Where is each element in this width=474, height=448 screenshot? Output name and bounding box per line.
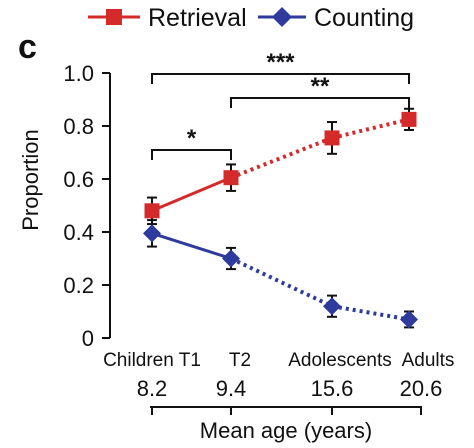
y-tick-label: 1.0 [63, 61, 94, 86]
data-point-counting [222, 249, 240, 268]
group-label-adults: Adults [402, 350, 455, 371]
legend-label-counting: Counting [314, 4, 414, 32]
legend-marker-retrieval [106, 9, 122, 25]
plot-area: ****** [143, 49, 418, 329]
y-tick-label: 0.4 [63, 220, 94, 245]
group-label-adolescents: Adolescents [288, 350, 392, 371]
series-counting [143, 219, 418, 329]
group-label-t2: T2 [229, 350, 251, 371]
significance-label: * [187, 125, 197, 152]
legend-marker-counting [272, 7, 292, 27]
data-point-retrieval [223, 170, 239, 186]
series-line-dotted [331, 304, 410, 322]
legend: Retrieval Counting [88, 4, 414, 32]
mean-age-axis [150, 406, 422, 415]
data-point-retrieval [324, 130, 340, 146]
significance-label: ** [311, 73, 330, 100]
y-axis: 0 0.2 0.4 0.6 0.8 1.0 [63, 61, 111, 351]
x-axis-label: Mean age (years) [200, 418, 372, 443]
age-label-children-t1: 8.2 [137, 376, 168, 401]
data-point-counting [143, 224, 161, 243]
y-axis-label: Proportion [18, 129, 43, 231]
legend-label-retrieval: Retrieval [148, 4, 247, 32]
bracket-line [151, 149, 232, 160]
y-tick-label: 0 [82, 326, 94, 351]
panel-label: c [18, 28, 37, 66]
age-label-adults: 20.6 [400, 376, 443, 401]
legend-item-retrieval: Retrieval [88, 4, 247, 32]
significance-bracket: * [151, 125, 232, 160]
series-line-dotted [331, 117, 410, 140]
y-tick-label: 0.2 [63, 273, 94, 298]
series-line-solid [151, 231, 232, 260]
y-tick-label: 0.6 [63, 167, 94, 192]
data-point-retrieval [144, 203, 160, 219]
data-point-counting [323, 297, 341, 316]
significance-label: *** [266, 49, 295, 76]
legend-item-counting: Counting [258, 4, 414, 32]
group-label-children-t1: Children T1 [103, 350, 201, 371]
significance-bracket: ** [230, 73, 410, 108]
data-point-counting [400, 310, 418, 329]
series-line-dotted [230, 136, 333, 180]
bracket-line [230, 97, 410, 108]
series-line-dotted [230, 256, 333, 309]
series-line-solid [151, 176, 232, 213]
significance-bracket: *** [151, 49, 410, 84]
bracket-line [151, 73, 410, 84]
age-label-t2: 9.4 [216, 376, 247, 401]
data-point-retrieval [401, 111, 417, 127]
y-tick-label: 0.8 [63, 114, 94, 139]
series-retrieval [144, 107, 417, 226]
x-axis-labels: Children T1 T2 Adolescents Adults 8.2 9.… [103, 350, 454, 401]
age-label-adolescents: 15.6 [311, 376, 354, 401]
